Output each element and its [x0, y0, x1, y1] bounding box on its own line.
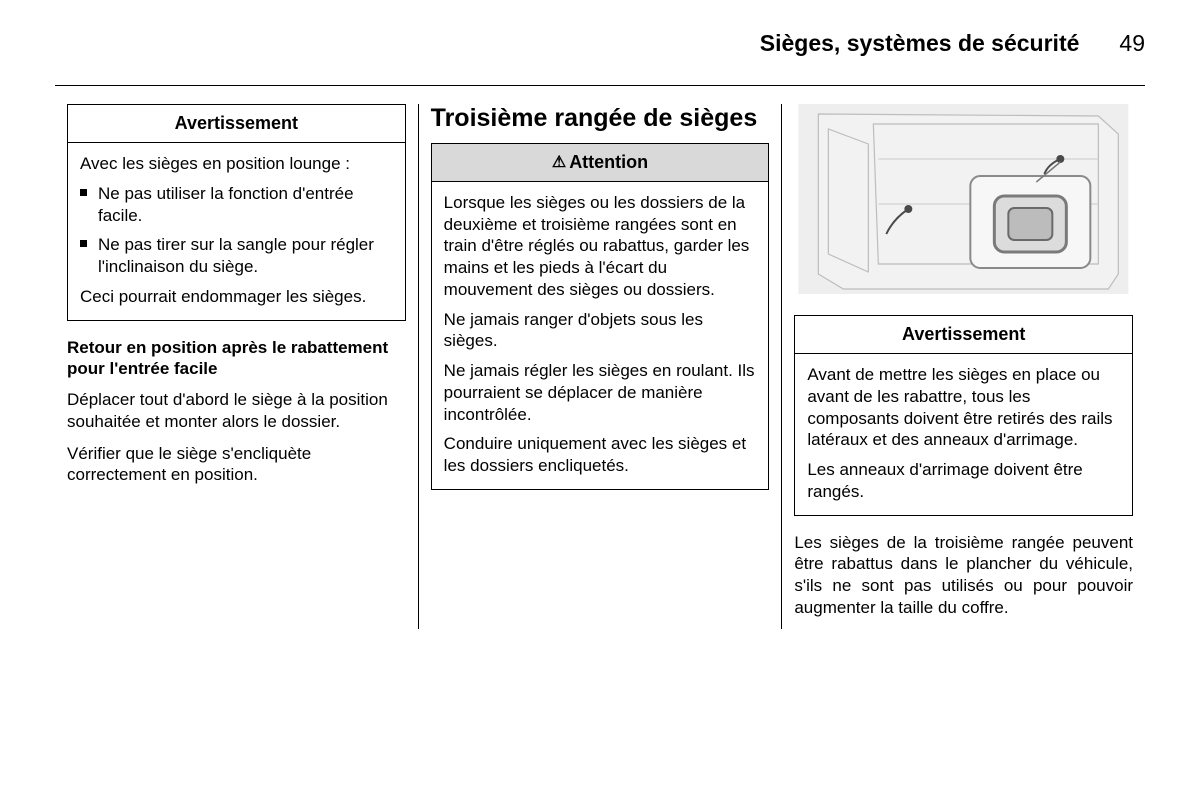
attention-para: Conduire uniquement avec les sièges et l…	[444, 433, 757, 477]
page-number: 49	[1119, 30, 1145, 57]
warning-list-item: Ne pas tirer sur la sangle pour régler l…	[80, 234, 393, 278]
warning-intro: Avec les sièges en position lounge :	[80, 153, 393, 175]
warning-box-body: Avec les sièges en position lounge : Ne …	[68, 143, 405, 320]
warning-box-rails: Avertissement Avant de mettre les sièges…	[794, 315, 1133, 516]
section-title-third-row: Troisième rangée de sièges	[431, 104, 770, 133]
attention-box-title: ⚠Attention	[432, 144, 769, 182]
col1-para: Vérifier que le siège s'encliquète corre…	[67, 443, 406, 487]
content-columns: Avertissement Avec les sièges en positio…	[55, 104, 1145, 629]
warning-box-body: Avant de mettre les sièges en place ou a…	[795, 354, 1132, 515]
col3-para: Les sièges de la troisième rangée peuven…	[794, 532, 1133, 619]
attention-title-text: Attention	[569, 152, 648, 172]
warning-box-title: Avertissement	[795, 316, 1132, 354]
warning-list: Ne pas utiliser la fonction d'entrée fac…	[80, 183, 393, 278]
column-3: Avertissement Avant de mettre les sièges…	[781, 104, 1145, 629]
page-header: Sièges, systèmes de sécurité 49	[55, 30, 1145, 67]
col3-body: Les sièges de la troisième rangée peuven…	[794, 532, 1133, 619]
warning-box-title: Avertissement	[68, 105, 405, 143]
col1-para: Déplacer tout d'abord le siège à la posi…	[67, 389, 406, 433]
attention-box: ⚠Attention Lorsque les sièges ou les dos…	[431, 143, 770, 490]
attention-para: Ne jamais régler les sièges en roulant. …	[444, 360, 757, 425]
column-2: Troisième rangée de sièges ⚠Attention Lo…	[418, 104, 782, 629]
warning-triangle-icon: ⚠	[552, 154, 566, 171]
warning-box-lounge: Avertissement Avec les sièges en positio…	[67, 104, 406, 321]
warning-outro: Ceci pourrait endommager les sièges.	[80, 286, 393, 308]
column-1: Avertissement Avec les sièges en positio…	[55, 104, 418, 629]
col1-body: Retour en position après le rabattement …	[67, 337, 406, 487]
attention-para: Lorsque les sièges ou les dossiers de la…	[444, 192, 757, 301]
attention-para: Ne jamais ranger d'objets sous les siège…	[444, 309, 757, 353]
warning-para: Les anneaux d'arrimage doivent être rang…	[807, 459, 1120, 503]
chapter-title: Sièges, systèmes de sécurité	[760, 30, 1080, 57]
third-row-seat-latch-illustration	[794, 104, 1133, 294]
warning-list-item: Ne pas utiliser la fonction d'entrée fac…	[80, 183, 393, 227]
subheading-retour: Retour en position après le rabattement …	[67, 337, 406, 380]
attention-box-body: Lorsque les sièges ou les dossiers de la…	[432, 182, 769, 489]
warning-para: Avant de mettre les sièges en place ou a…	[807, 364, 1120, 451]
header-rule	[55, 85, 1145, 86]
